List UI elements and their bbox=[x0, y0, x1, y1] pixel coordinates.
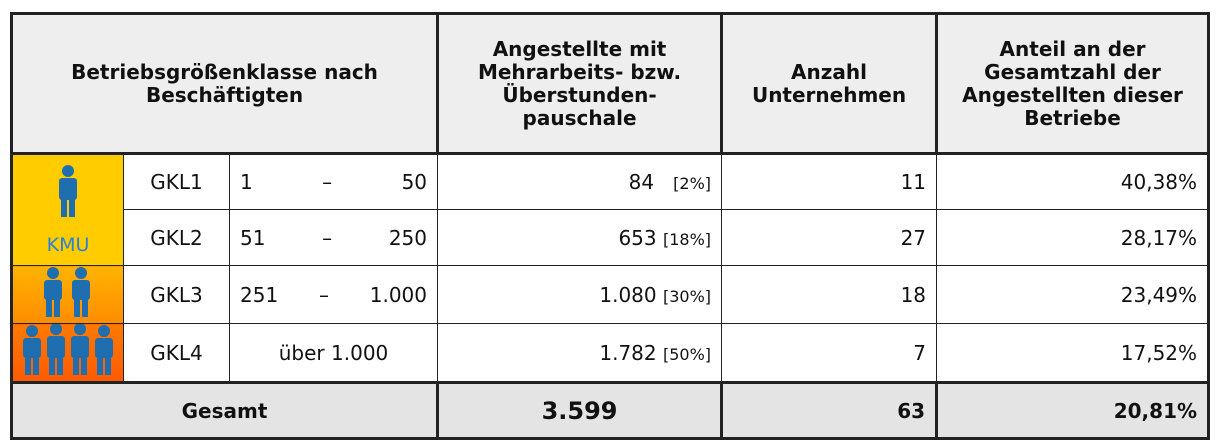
cell: 63 bbox=[721, 381, 939, 439]
text: 50 bbox=[401, 170, 428, 194]
text: [2%] bbox=[673, 174, 712, 193]
cell: GKL1 bbox=[123, 153, 230, 210]
text: 653 bbox=[618, 225, 657, 250]
text: 1.000 bbox=[369, 282, 428, 307]
person-icon bbox=[23, 323, 113, 375]
cell: 51 – 250 bbox=[228, 209, 439, 266]
icon-cell: KMU bbox=[11, 153, 124, 266]
icon-cell bbox=[11, 323, 124, 383]
cell: über 1.000 bbox=[228, 323, 439, 383]
person-icon bbox=[59, 165, 77, 217]
cell: 84 [2%] bbox=[437, 153, 723, 210]
text: 1.782 bbox=[599, 340, 657, 365]
cell: 653 [18%] bbox=[437, 209, 723, 266]
cell: GKL4 bbox=[123, 323, 230, 383]
cell: Gesamt bbox=[10, 381, 440, 439]
header-cell: Angestellte mit Mehrarbeits- bzw. Überst… bbox=[437, 13, 724, 155]
table: Betriebsgrößenklasse nach Beschäftigten … bbox=[10, 12, 1211, 440]
header-cell: Betriebsgrößenklasse nach Beschäftigten bbox=[10, 13, 440, 155]
row: GKL3 251 – 1.000 1.080 [30%] 18 23,49% bbox=[11, 265, 1210, 324]
text: 1 bbox=[240, 170, 253, 194]
cell: 18 bbox=[721, 265, 938, 324]
cell: 27 bbox=[721, 209, 938, 266]
text: [18%] bbox=[662, 229, 712, 249]
text: [50%] bbox=[662, 344, 712, 364]
header-row: Betriebsgrößenklasse nach Beschäftigten … bbox=[10, 13, 1209, 155]
row: KMU GKL1 1 – 50 84 [2%] 11 40,38% bbox=[11, 153, 1210, 266]
cell: 20,81% bbox=[936, 381, 1210, 439]
text: – bbox=[322, 225, 333, 250]
text: 1.080 bbox=[599, 282, 657, 307]
text: [30%] bbox=[662, 286, 712, 306]
header-cell: Anzahl Unternehmen bbox=[721, 13, 939, 155]
cell: GKL3 bbox=[123, 265, 230, 324]
cell: 251 – 1.000 bbox=[228, 265, 439, 324]
cell: 1.782 [50%] bbox=[437, 323, 723, 383]
text: 251 bbox=[240, 282, 279, 307]
row: GKL4 über 1.000 1.782 [50%] 7 17,52% bbox=[11, 323, 1210, 383]
icon-label: KMU bbox=[46, 234, 90, 256]
text: 250 bbox=[388, 225, 428, 250]
person-icon bbox=[44, 267, 90, 317]
cell: 40,38% bbox=[936, 153, 1210, 210]
text: 84 bbox=[628, 170, 655, 194]
icon-cell bbox=[11, 265, 124, 324]
cell: 11 bbox=[721, 153, 938, 210]
cell: 17,52% bbox=[936, 323, 1210, 383]
total-row: Gesamt 3.599 63 20,81% bbox=[10, 381, 1210, 439]
cell: 23,49% bbox=[936, 265, 1210, 324]
text: – bbox=[322, 170, 333, 194]
cell: GKL2 bbox=[123, 209, 230, 266]
cell: 1 – 50 bbox=[228, 153, 439, 210]
text: 51 bbox=[240, 225, 266, 250]
cell: 7 bbox=[721, 323, 938, 383]
header-cell: Anteil an der Gesamtzahl der Angestellte… bbox=[936, 13, 1209, 155]
text: – bbox=[318, 282, 329, 307]
row: GKL2 51 – 250 653 [18%] 27 28,17% bbox=[12, 209, 1210, 266]
cell: 3.599 bbox=[437, 381, 724, 439]
cell: 1.080 [30%] bbox=[437, 265, 723, 324]
cell: 28,17% bbox=[936, 209, 1210, 266]
